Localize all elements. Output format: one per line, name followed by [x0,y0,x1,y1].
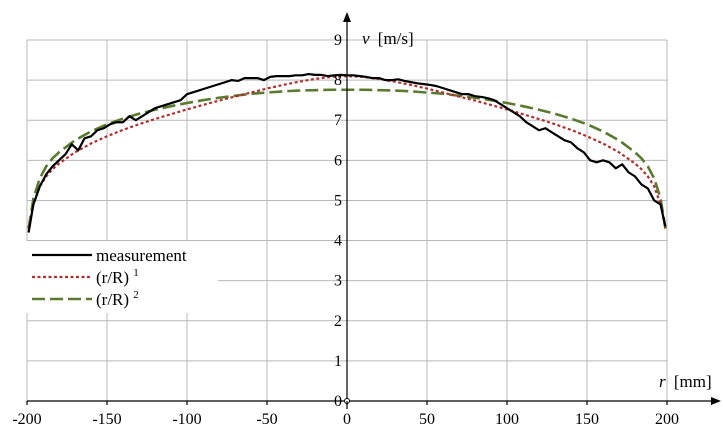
y-tick-label: 6 [334,152,342,169]
legend-label-measurement: measurement [96,246,187,265]
legend-label-linear-sup: 1 [133,267,139,279]
x-tick-label: -200 [12,411,41,428]
x-tick-label: -150 [92,411,121,428]
legend-label-quadratic-base: (r/R) [96,290,129,309]
y-tick-label: 1 [334,353,342,370]
x-axis-variable: r [659,372,666,391]
y-tick-label: 0 [334,393,342,410]
y-tick-label: 3 [334,273,342,290]
y-tick-label: 9 [334,32,342,49]
x-axis-title: r [mm] [659,372,712,391]
y-tick-label: 5 [334,192,342,209]
x-axis-arrow [711,397,721,405]
x-tick-label: 150 [575,411,599,428]
x-tick-label: 200 [655,411,679,428]
x-tick-label: -50 [256,411,277,428]
y-axis-unit: [m/s] [378,29,414,48]
legend-label-linear-base: (r/R) [96,268,129,287]
series-line-linear [27,74,667,229]
y-tick-label: 7 [334,112,342,129]
legend-label-linear: (r/R) 1 [96,267,139,287]
y-axis-variable: v [362,29,370,48]
axes [26,12,721,409]
y-axis-title: v [m/s] [362,29,414,48]
y-tick-label: 2 [334,313,342,330]
legend-label-quadratic-sup: 2 [133,289,139,301]
legend: measurement (r/R) 1 (r/R) 2 [24,241,218,313]
legend-label-quadratic: (r/R) 2 [96,289,139,309]
x-tick-label: 100 [495,411,519,428]
y-axis-arrow [343,12,351,22]
y-tick-label: 4 [334,233,342,250]
tick-labels: -200 -150 -100 -50 0 50 100 150 200 0 1 2 3 4 5 6 7 8 9 [12,32,679,428]
y-tick-label: 8 [334,72,342,89]
x-tick-label: -100 [172,411,201,428]
x-tick-label: 0 [343,411,351,428]
x-axis-unit: [mm] [674,372,712,391]
x-tick-label: 50 [419,411,435,428]
